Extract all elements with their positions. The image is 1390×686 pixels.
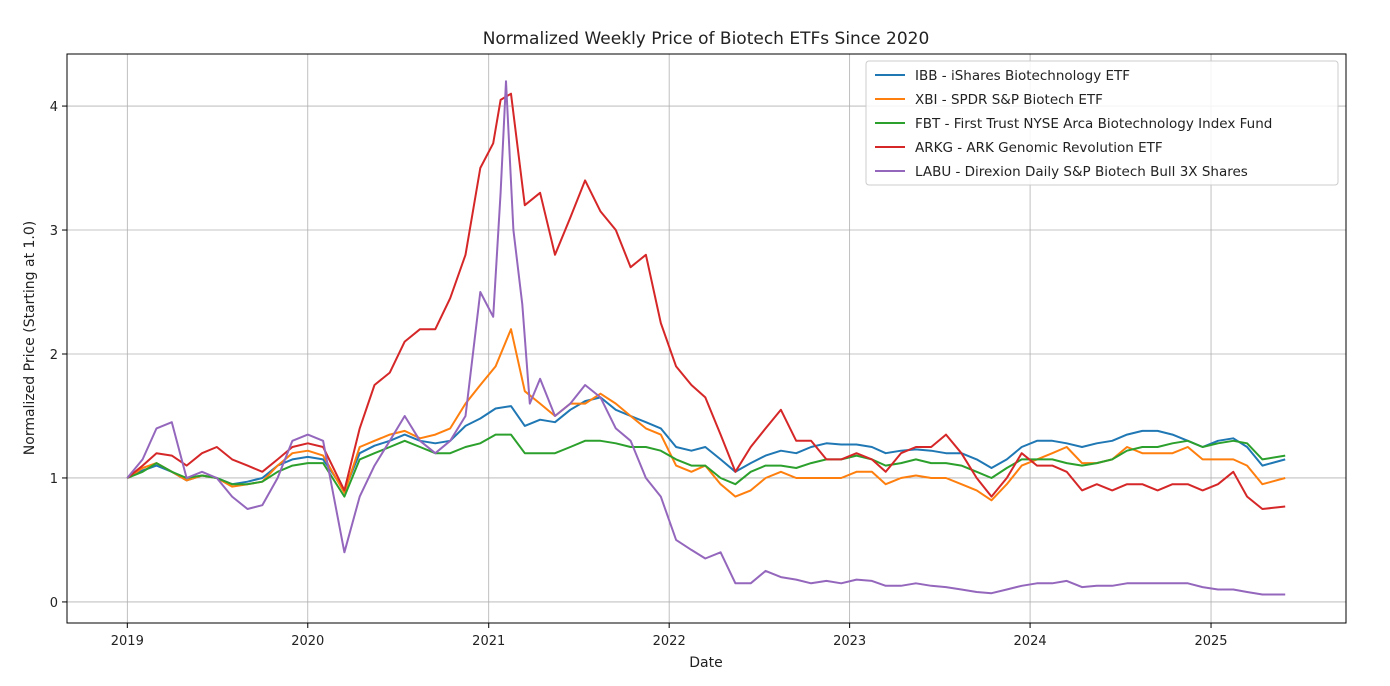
- y-tick-label: 0: [50, 596, 58, 611]
- x-tick-label: 2021: [472, 634, 505, 649]
- series-line-0: [126, 396, 1286, 492]
- x-tick-label: 2025: [1194, 634, 1227, 649]
- y-tick-label: 4: [50, 100, 58, 115]
- y-tick-label: 2: [50, 348, 58, 363]
- x-tick-label: 2022: [653, 634, 686, 649]
- x-tick-label: 2020: [291, 634, 324, 649]
- series-line-3: [126, 92, 1286, 510]
- x-axis: 2019 2020 2021 2022 2023 2024 2025: [111, 623, 1228, 649]
- legend-box: [865, 60, 1339, 186]
- x-tick-label: 2019: [111, 634, 144, 649]
- legend-label: ARKG - ARK Genomic Revolution ETF: [915, 140, 1163, 156]
- y-tick-label: 1: [50, 472, 58, 487]
- legend: IBB - iShares Biotechnology ETF XBI - SPD…: [865, 60, 1339, 186]
- y-axis: 0 1 2 3 4: [50, 100, 67, 611]
- x-tick-label: 2023: [833, 634, 866, 649]
- legend-label: XBI - SPDR S&P Biotech ETF: [915, 92, 1103, 108]
- y-tick-label: 3: [50, 224, 58, 239]
- series-line-1: [126, 328, 1286, 502]
- x-tick-label: 2024: [1014, 634, 1047, 649]
- series-layer: [126, 80, 1286, 596]
- legend-label: IBB - iShares Biotechnology ETF: [915, 68, 1130, 84]
- y-axis-title: Normalized Price (Starting at 1.0): [22, 221, 38, 455]
- chart-title: Normalized Weekly Price of Biotech ETFs …: [483, 29, 930, 49]
- legend-label: FBT - First Trust NYSE Arca Biotechnolog…: [915, 116, 1272, 132]
- x-axis-title: Date: [689, 655, 722, 671]
- legend-label: LABU - Direxion Daily S&P Biotech Bull 3…: [915, 164, 1248, 180]
- series-line-4: [126, 80, 1286, 596]
- plot-frame: [66, 53, 1347, 624]
- series-line-2: [126, 433, 1286, 498]
